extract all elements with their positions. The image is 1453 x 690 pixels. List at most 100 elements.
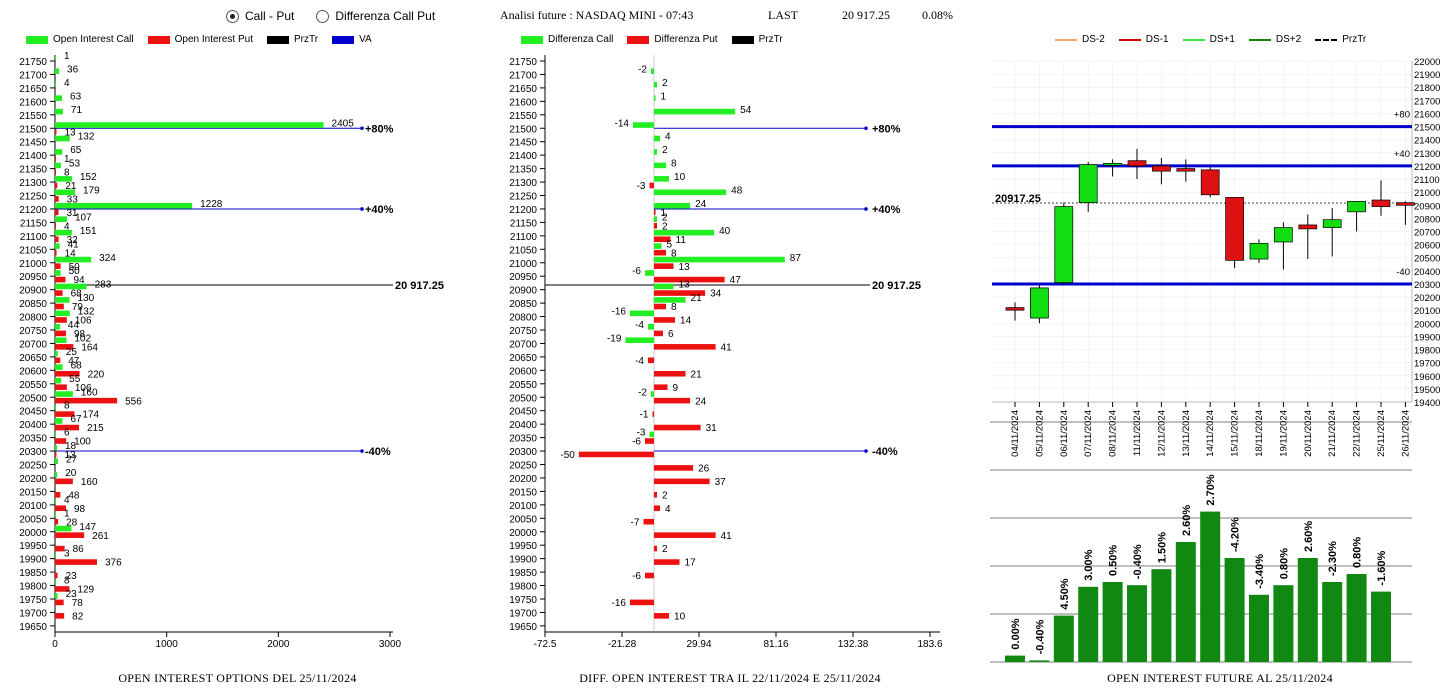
put-diff-bar [653, 276, 725, 283]
y-tick-label: 20650 [19, 353, 47, 364]
y-tick-label: 20400 [19, 420, 47, 431]
put-bar [55, 196, 59, 202]
call-value-label: 55 [69, 374, 81, 385]
call-value-label: 152 [80, 172, 97, 183]
y-tick-label: 20950 [509, 272, 537, 283]
put-diff-bar [653, 613, 670, 619]
candle-down [1298, 224, 1318, 230]
reference-label: -40% [365, 446, 391, 458]
oi-change-label: -0.40% [1132, 544, 1144, 579]
oi-change-label: -2.30% [1327, 541, 1339, 576]
oi-bar [1249, 594, 1269, 662]
radio-differenza-label: Differenza Call Put [335, 9, 436, 23]
y-tick-label: 20350 [19, 434, 47, 445]
view-mode-radio-group: Call - Put Differenza Call Put [226, 9, 435, 23]
y-tick-label: 20000 [509, 528, 537, 539]
legend-swatch [1315, 38, 1338, 41]
y-tick-label: 20650 [509, 353, 537, 364]
radio-differenza[interactable]: Differenza Call Put [316, 9, 435, 23]
y-tick-label: 20800 [19, 313, 47, 324]
put-bar [55, 344, 74, 350]
legend-right: DS-2 DS-1 DS+1 DS+2 PrzTr [1055, 34, 1366, 45]
call-diff-value-label: 8 [671, 159, 677, 170]
put-bar [55, 424, 80, 431]
y-tick-label: 20500 [509, 393, 537, 404]
call-bar [55, 512, 56, 518]
put-diff-value-label: 41 [721, 531, 733, 542]
x-tick-label: 183.6 [917, 639, 942, 650]
legend-swatch [26, 35, 48, 44]
y-tick-label: 21600 [19, 97, 47, 108]
put-bar [55, 209, 59, 216]
put-diff-value-label: -4 [635, 356, 644, 367]
y-tick-label: 22000 [1414, 57, 1440, 68]
call-diff-value-label: 48 [731, 186, 743, 197]
put-value-label: 106 [75, 316, 92, 327]
x-tick-label: 13/11/2024 [1181, 410, 1192, 457]
put-bar [55, 249, 57, 256]
last-price: 20 917.25 [842, 8, 890, 22]
legend-label: DS-2 [1082, 34, 1105, 45]
candle-down [1371, 199, 1391, 207]
put-diff-value-label: -6 [632, 571, 641, 582]
put-value-label: 78 [72, 598, 84, 609]
oi-change-label: 2.70% [1205, 474, 1217, 505]
put-diff-value-label: 21 [691, 369, 703, 380]
put-diff-value-label: 34 [710, 289, 722, 300]
put-value-label: 4 [64, 221, 70, 232]
put-diff-value-label: 13 [679, 262, 691, 273]
put-diff-bar [647, 357, 654, 364]
call-diff-value-label: -16 [611, 307, 626, 318]
legend-label: Open Interest Put [174, 34, 253, 45]
put-diff-value-label: -6 [632, 437, 641, 448]
reference-label: 20 917.25 [395, 280, 444, 292]
legend-item: DS-1 [1118, 34, 1169, 45]
y-tick-label: 21200 [19, 205, 47, 216]
legend-item: VA [332, 34, 372, 45]
y-tick-label: 20700 [509, 339, 537, 350]
oi-bar [1200, 511, 1221, 662]
put-diff-bar [653, 505, 661, 512]
put-bar [55, 330, 66, 337]
call-bar [55, 458, 59, 465]
y-tick-label: 20300 [1414, 280, 1440, 291]
y-tick-label: 21700 [19, 70, 47, 81]
y-tick-label: 21450 [19, 138, 47, 149]
put-bar [55, 599, 64, 606]
x-tick-label: 132.38 [838, 639, 869, 650]
oi-change-label: 0.80% [1352, 537, 1364, 568]
put-diff-value-label: 31 [706, 423, 718, 434]
put-diff-value-label: 37 [715, 477, 727, 488]
call-bar [55, 189, 75, 196]
y-tick-label: 21600 [509, 97, 537, 108]
legend-swatch [147, 35, 170, 44]
radio-call-put[interactable]: Call - Put [226, 9, 294, 23]
call-bar [55, 216, 67, 222]
y-tick-label: 20450 [509, 407, 537, 418]
call-diff-bar [649, 431, 654, 438]
y-tick-label: 19400 [1414, 398, 1440, 409]
call-bar [55, 176, 72, 182]
x-tick-label: 81.16 [763, 639, 788, 650]
put-value-label: 98 [74, 504, 86, 515]
call-value-label: 8 [64, 576, 70, 587]
reference-label: 20 917.25 [872, 280, 921, 292]
y-tick-label: 20700 [1414, 228, 1440, 239]
call-diff-value-label: -6 [632, 266, 641, 277]
y-tick-label: 20900 [1414, 201, 1440, 212]
x-tick-label: 3000 [379, 639, 402, 650]
call-bar [55, 337, 67, 344]
put-value-label: 556 [125, 396, 142, 407]
call-bar [55, 498, 56, 505]
y-tick-label: 21000 [509, 259, 537, 270]
y-tick-label: 20350 [509, 434, 537, 445]
put-value-label: 174 [82, 410, 99, 421]
call-diff-bar [653, 108, 736, 115]
y-tick-label: 21300 [1414, 149, 1440, 160]
call-diff-value-label: -2 [638, 64, 647, 75]
y-tick-label: 21650 [509, 84, 537, 95]
x-tick-label: 04/11/2024 [1010, 410, 1021, 457]
y-tick-label: 19800 [19, 582, 47, 593]
put-diff-value-label: 10 [674, 611, 686, 622]
put-bar [55, 397, 118, 404]
